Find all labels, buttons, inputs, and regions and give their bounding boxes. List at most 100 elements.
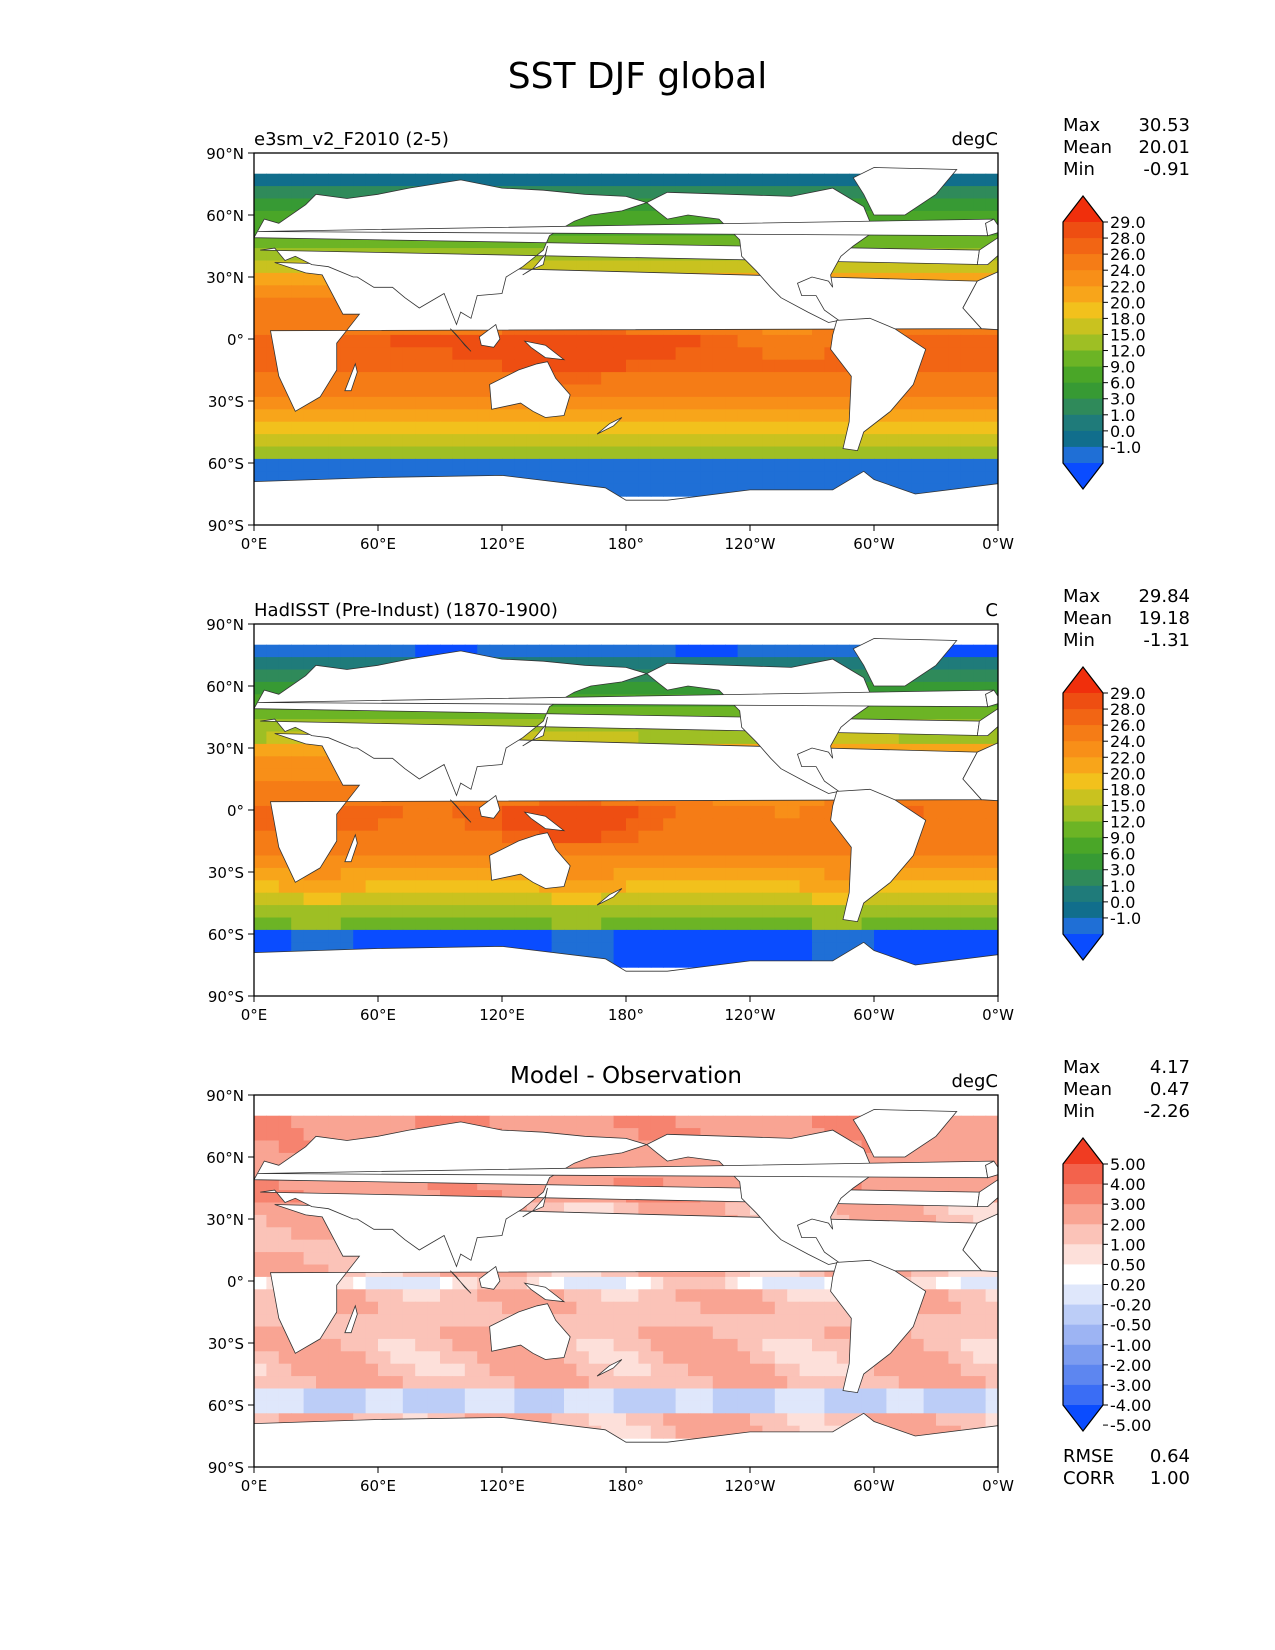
field-cell <box>688 644 701 658</box>
field-cell <box>353 1338 367 1352</box>
field-cell <box>415 830 429 844</box>
land-europe_asia-wrap <box>976 707 998 736</box>
field-cell <box>440 1338 453 1352</box>
field-cell <box>712 260 726 274</box>
field-cell <box>464 818 478 832</box>
field-cell <box>489 830 503 844</box>
field-cell <box>266 1338 280 1352</box>
colorbar-tick-label: 0.50 <box>1110 1255 1146 1274</box>
field-cell <box>923 384 937 398</box>
field-cell <box>985 1301 998 1315</box>
field-cell <box>663 396 677 410</box>
field-cell <box>948 421 962 435</box>
field-cell <box>402 347 416 361</box>
field-cell <box>824 384 838 398</box>
field-cell <box>750 880 763 894</box>
field-cell <box>601 446 615 460</box>
field-cell <box>675 1289 689 1303</box>
field-cell <box>737 434 751 448</box>
field-cell <box>328 1326 342 1340</box>
field-cell <box>799 818 813 832</box>
field-cell <box>390 1289 404 1303</box>
field-cell <box>564 1314 577 1328</box>
field-cell <box>626 1351 639 1365</box>
field-cell <box>688 1314 701 1328</box>
field-cell <box>712 843 726 857</box>
field-cell <box>415 1301 429 1315</box>
field-cell <box>588 1314 602 1328</box>
field-cell <box>812 929 825 943</box>
field-cell <box>489 1289 503 1303</box>
stat-label: Mean <box>1063 608 1112 629</box>
field-cell <box>762 359 776 373</box>
field-cell <box>700 1289 714 1303</box>
field-cell <box>787 446 801 460</box>
field-cell <box>613 942 627 956</box>
field-cell <box>923 805 937 819</box>
field-cell <box>564 372 577 386</box>
field-cell <box>415 1115 429 1129</box>
field-cell <box>886 706 900 720</box>
field-cell <box>898 421 912 435</box>
field-cell <box>514 1363 528 1377</box>
field-cell <box>254 285 267 299</box>
xtick-label: 120°E <box>479 1477 525 1495</box>
colorbar-tick-label: 0.0 <box>1110 893 1135 912</box>
field-cell <box>526 458 540 472</box>
field-cell <box>799 805 813 819</box>
field-cell <box>291 409 305 423</box>
field-cell <box>638 1152 652 1166</box>
field-cell <box>613 681 627 695</box>
field-cell <box>254 917 267 931</box>
field-cell <box>340 1128 354 1142</box>
field-cell <box>638 867 652 881</box>
field-cell <box>551 892 565 906</box>
field-cell <box>737 805 751 819</box>
colorbar-tick-label: 22.0 <box>1110 748 1146 767</box>
field-cell <box>712 471 726 485</box>
field-cell <box>526 434 540 448</box>
field-cell <box>675 1326 689 1340</box>
field-cell <box>936 830 949 844</box>
colorbar-tick-label: -2.00 <box>1110 1356 1151 1375</box>
field-cell <box>502 1376 515 1390</box>
field-cell <box>700 260 714 274</box>
field-cell <box>812 421 825 435</box>
field-cell <box>564 818 577 832</box>
field-cell <box>799 1400 813 1414</box>
field-cell <box>526 1363 540 1377</box>
field-cell <box>774 396 788 410</box>
ytick-label: 90°S <box>208 517 244 535</box>
field-cell <box>725 1338 739 1352</box>
field-cell <box>675 892 689 906</box>
field-cell <box>303 1252 317 1266</box>
field-cell <box>576 409 590 423</box>
field-cell <box>973 880 987 894</box>
field-cell <box>762 396 776 410</box>
field-cell <box>948 409 962 423</box>
field-cell <box>378 409 391 423</box>
field-cell <box>663 458 677 472</box>
field-cell <box>836 644 850 658</box>
field-cell <box>774 1363 788 1377</box>
field-cell <box>886 880 900 894</box>
field-cell <box>861 929 875 943</box>
field-cell <box>688 483 701 497</box>
field-cell <box>923 867 937 881</box>
field-cell <box>254 644 267 658</box>
field-cell <box>712 1413 726 1427</box>
colorbar: 29.028.026.024.022.020.018.015.012.09.06… <box>1062 666 1146 961</box>
field-cell <box>688 880 701 894</box>
field-cell <box>390 446 404 460</box>
field-cell <box>812 1363 825 1377</box>
field-cell <box>613 173 627 187</box>
xtick-label: 180° <box>608 535 644 553</box>
field-cell <box>316 929 329 943</box>
field-cell <box>936 1140 949 1154</box>
field-cell <box>390 1276 404 1290</box>
field-cell <box>291 421 305 435</box>
field-cell <box>489 644 503 658</box>
field-cell <box>613 1152 627 1166</box>
field-cell <box>762 1115 776 1129</box>
field-cell <box>353 644 367 658</box>
